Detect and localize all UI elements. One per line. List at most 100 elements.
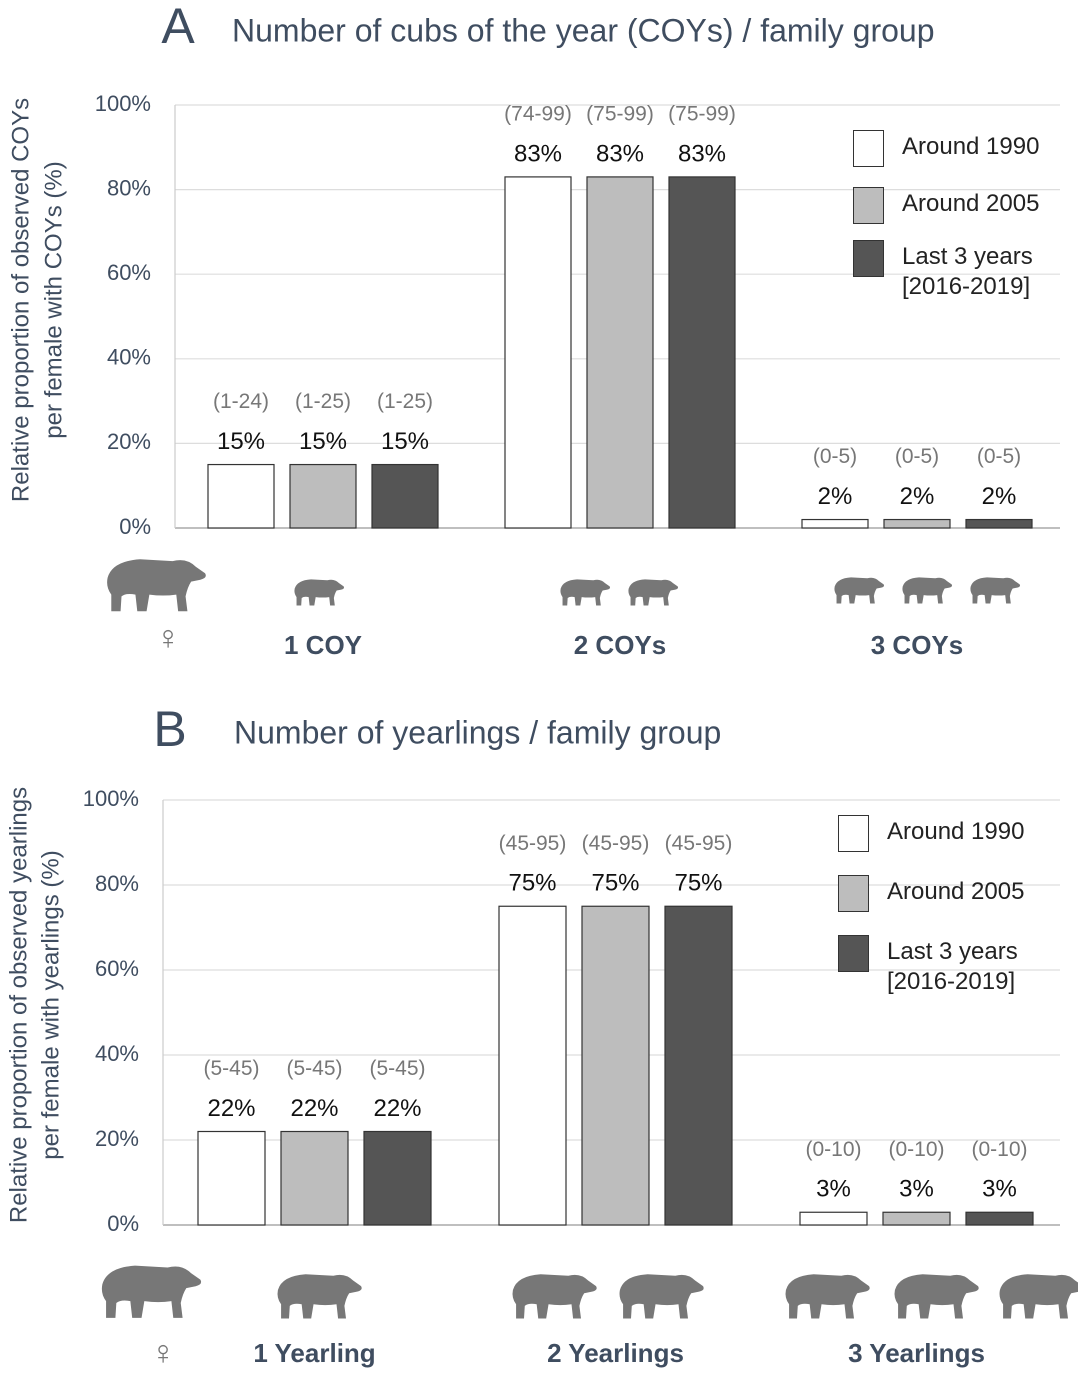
- range-label: (45-95): [665, 832, 733, 855]
- range-label: (5-45): [203, 1057, 259, 1080]
- y-tick-label: 60%: [107, 260, 151, 285]
- range-label: (0-5): [895, 445, 939, 468]
- bar: [668, 176, 736, 529]
- bear-icon: [107, 559, 206, 612]
- range-label: (0-10): [805, 1138, 861, 1161]
- legend-item: Last 3 years [2016-2019]: [853, 240, 1062, 302]
- value-label: 2%: [818, 483, 853, 510]
- bar: [965, 518, 1033, 529]
- y-tick-label: 20%: [107, 429, 151, 454]
- female-symbol: ♀: [150, 1334, 176, 1372]
- y-tick-label: 100%: [95, 91, 151, 116]
- bar: [581, 905, 650, 1226]
- bear-icon: [999, 1274, 1078, 1319]
- range-label: (0-5): [977, 445, 1021, 468]
- value-label: 22%: [290, 1095, 338, 1122]
- legend-item: Around 2005: [853, 187, 1062, 224]
- panel-label: B: [153, 701, 186, 757]
- legend-label: Last 3 years [2016-2019]: [902, 243, 1033, 300]
- legend-item: Around 2005: [838, 875, 1047, 912]
- value-label: 15%: [217, 428, 265, 455]
- value-label: 3%: [982, 1176, 1017, 1203]
- value-label: 83%: [596, 140, 644, 167]
- bar: [801, 518, 869, 529]
- bar: [498, 905, 567, 1226]
- chart-title: Number of cubs of the year (COYs) / fami…: [232, 12, 934, 48]
- bar: [280, 1130, 349, 1226]
- bear-icon: [902, 577, 953, 604]
- bear-icon: [619, 1274, 704, 1319]
- chart-title: Number of yearlings / family group: [234, 714, 721, 750]
- y-tick-label: 40%: [107, 345, 151, 370]
- bar: [207, 463, 275, 529]
- bear-icon: [101, 1265, 202, 1318]
- y-axis-label: per female with yearlings (%): [37, 850, 64, 1159]
- legend-item: Around 1990: [838, 815, 1047, 852]
- legend-label: Around 2005: [887, 878, 1025, 905]
- legend-swatch: [838, 815, 869, 852]
- legend-swatch: [853, 240, 884, 277]
- range-label: (0-10): [888, 1138, 944, 1161]
- value-label: 15%: [299, 428, 347, 455]
- bear-icon: [970, 577, 1021, 604]
- female-symbol: ♀: [155, 619, 181, 657]
- legend-swatch: [838, 935, 869, 972]
- y-tick-label: 0%: [107, 1211, 139, 1236]
- legend-item: Around 1990: [853, 130, 1062, 167]
- legend-swatch: [838, 875, 869, 912]
- bar: [664, 905, 733, 1226]
- range-label: (75-99): [586, 102, 654, 125]
- value-label: 75%: [591, 870, 639, 897]
- value-label: 75%: [674, 870, 722, 897]
- bear-icon: [785, 1274, 870, 1319]
- value-label: 3%: [899, 1176, 934, 1203]
- value-label: 22%: [373, 1095, 421, 1122]
- y-tick-label: 20%: [95, 1126, 139, 1151]
- legend-swatch: [853, 187, 884, 224]
- bar: [504, 176, 572, 529]
- bear-icon: [560, 579, 611, 606]
- range-label: (5-45): [369, 1057, 425, 1080]
- range-label: (1-25): [295, 390, 351, 413]
- range-label: (1-24): [213, 390, 269, 413]
- y-tick-label: 80%: [107, 175, 151, 200]
- range-label: (0-5): [813, 445, 857, 468]
- x-tick-label: 3 Yearlings: [848, 1338, 985, 1368]
- y-tick-label: 40%: [95, 1041, 139, 1066]
- bar: [586, 176, 654, 529]
- bear-icon: [294, 579, 345, 606]
- legend-label: Around 1990: [902, 133, 1040, 160]
- legend-swatch: [853, 130, 884, 167]
- legend-label: Around 1990: [887, 818, 1025, 845]
- bear-icon: [277, 1274, 362, 1319]
- legend-label: Around 2005: [902, 190, 1040, 217]
- y-tick-label: 60%: [95, 956, 139, 981]
- bar: [363, 1130, 432, 1226]
- y-tick-label: 80%: [95, 871, 139, 896]
- range-label: (45-95): [582, 832, 650, 855]
- bar: [197, 1130, 266, 1226]
- bar: [799, 1211, 868, 1226]
- y-axis-label: Relative proportion of observed yearling…: [5, 787, 32, 1223]
- bear-icon: [894, 1274, 979, 1319]
- panel-label: A: [161, 0, 195, 54]
- x-tick-label: 1 Yearling: [253, 1338, 375, 1368]
- value-label: 2%: [982, 483, 1017, 510]
- value-label: 15%: [381, 428, 429, 455]
- range-label: (1-25): [377, 390, 433, 413]
- y-tick-label: 0%: [119, 514, 151, 539]
- range-label: (45-95): [499, 832, 567, 855]
- value-label: 3%: [816, 1176, 851, 1203]
- range-label: (5-45): [286, 1057, 342, 1080]
- y-axis-label: per female with COYs (%): [40, 161, 67, 438]
- range-label: (74-99): [504, 102, 572, 125]
- x-tick-label: 2 Yearlings: [547, 1338, 684, 1368]
- bar: [289, 463, 357, 529]
- y-tick-label: 100%: [83, 786, 139, 811]
- y-axis-label: Relative proportion of observed COYs: [7, 98, 34, 502]
- range-label: (0-10): [971, 1138, 1027, 1161]
- bear-icon: [834, 577, 885, 604]
- value-label: 83%: [678, 140, 726, 167]
